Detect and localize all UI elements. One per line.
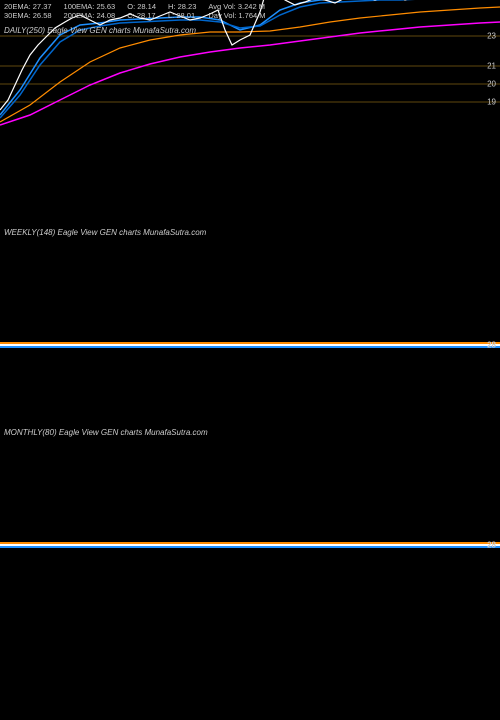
monthly-title: MONTHLY(80) Eagle View GEN charts Munafa…	[4, 428, 208, 437]
axis-label-21: 21	[487, 62, 496, 71]
monthly-right-label: 28	[487, 541, 496, 550]
high-label: H: 28.23	[168, 2, 196, 11]
weekly-right-label: 28	[487, 341, 496, 350]
ema30-label: 30EMA: 26.58	[4, 11, 52, 20]
low-label: L: 28.01	[168, 11, 196, 20]
info-col-5: Avg Vol: 3.242 M Day Vol: 1.764 M	[208, 2, 265, 20]
axis-label-23: 23	[487, 32, 496, 41]
info-col-3: O: 28.14 C: 28.17	[127, 2, 156, 20]
monthly-chart-section: MONTHLY(80) Eagle View GEN charts Munafa…	[0, 400, 500, 600]
daily-title: DAILY(250) Eagle View GEN charts MunafaS…	[4, 26, 196, 35]
avgvol-label: Avg Vol: 3.242 M	[208, 2, 265, 11]
axis-label-19: 19	[487, 98, 496, 107]
ema20-label: 20EMA: 27.37	[4, 2, 52, 11]
info-col-4: H: 28.23 L: 28.01	[168, 2, 196, 20]
daily-chart-section: 20EMA: 27.37 30EMA: 26.58 100EMA: 25.63 …	[0, 0, 500, 200]
ema100-label: 100EMA: 25.63	[64, 2, 116, 11]
info-col-1: 20EMA: 27.37 30EMA: 26.58	[4, 2, 52, 20]
ema200-label: 200EMA: 24.08	[64, 11, 116, 20]
weekly-band	[0, 342, 500, 350]
dayvol-label: Day Vol: 1.764 M	[208, 11, 265, 20]
open-label: O: 28.14	[127, 2, 156, 11]
info-col-2: 100EMA: 25.63 200EMA: 24.08	[64, 2, 116, 20]
weekly-title: WEEKLY(148) Eagle View GEN charts Munafa…	[4, 228, 206, 237]
info-bar: 20EMA: 27.37 30EMA: 26.58 100EMA: 25.63 …	[4, 2, 496, 20]
axis-label-20: 20	[487, 80, 496, 89]
weekly-chart-section: WEEKLY(148) Eagle View GEN charts Munafa…	[0, 200, 500, 400]
close-label: C: 28.17	[127, 11, 156, 20]
monthly-band	[0, 542, 500, 550]
